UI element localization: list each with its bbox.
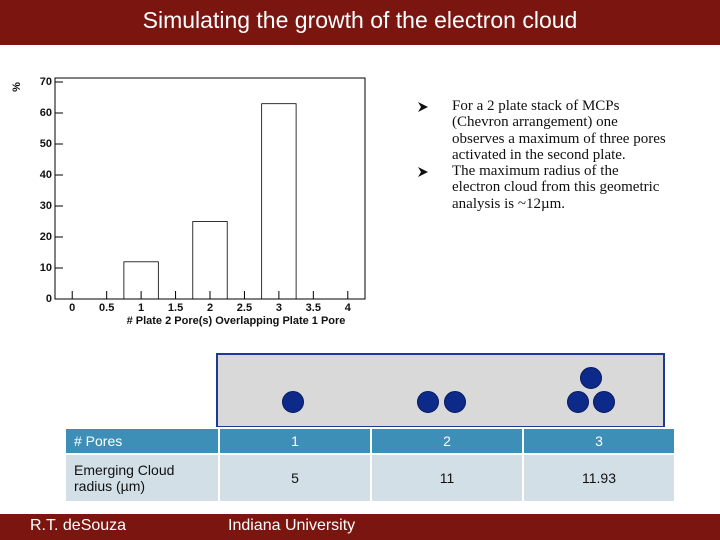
footer-author: R.T. deSouza (30, 517, 127, 534)
footer: R.T. deSouza Indiana University (0, 514, 720, 540)
x-axis-label: # Plate 2 Pore(s) Overlapping Plate 1 Po… (127, 315, 346, 327)
bullet-text: For a 2 plate stack of MCPs (Chevron arr… (452, 98, 666, 163)
y-tick-label: 0 (46, 293, 52, 305)
pore (593, 391, 615, 413)
x-tick-label: 2.5 (237, 302, 252, 314)
table-cell: 1 (218, 427, 372, 455)
pore (417, 391, 439, 413)
y-tick-label: 50 (40, 138, 52, 150)
table-row: Emerging Cloud radius (µm) 5 11 11.93 (64, 453, 676, 503)
header: Simulating the growth of the electron cl… (0, 0, 720, 45)
bullet-list: For a 2 plate stack of MCPs (Chevron arr… (415, 98, 670, 212)
table: # Pores 1 2 3 Emerging Cloud radius (µm)… (64, 427, 676, 503)
bullet-text: The maximum radius of the electron cloud… (452, 163, 660, 212)
bar (261, 103, 297, 300)
x-tick-label: 3 (276, 302, 282, 314)
footer-institution: Indiana University (228, 517, 356, 534)
table-cell: 5 (218, 453, 372, 503)
bullet-arrow (418, 167, 428, 178)
x-tick-label: 1 (138, 302, 144, 314)
bullet: The maximum radius of the electron cloud… (415, 163, 670, 212)
table-cell: Emerging Cloud radius (µm) (64, 453, 220, 503)
y-tick-label: 60 (40, 107, 52, 119)
x-tick-label: 1.5 (168, 302, 183, 314)
y-tick-label: 10 (40, 262, 52, 274)
table-cell: # Pores (64, 427, 220, 455)
pore-diagram (216, 353, 665, 428)
x-tick-label: 3.5 (306, 302, 321, 314)
pore (282, 391, 304, 413)
bullet: For a 2 plate stack of MCPs (Chevron arr… (415, 98, 670, 163)
table-cell: 11 (370, 453, 524, 503)
pore (444, 391, 466, 413)
y-tick-label: 30 (40, 200, 52, 212)
y-axis-label: % (11, 82, 23, 92)
x-tick-label: 0 (69, 302, 75, 314)
table-cell: 11.93 (522, 453, 676, 503)
x-tick-label: 2 (207, 302, 213, 314)
pore (580, 367, 602, 389)
chart-background (8, 70, 370, 332)
y-tick-label: 20 (40, 231, 52, 243)
y-tick-label: 70 (40, 76, 52, 88)
chart: % # Plate 2 Pore(s) Overlapping Plate 1 … (8, 70, 370, 332)
x-tick-label: 4 (345, 302, 352, 314)
table-cell: 2 (370, 427, 524, 455)
y-tick-label: 40 (40, 169, 52, 181)
x-tick-label: 0.5 (99, 302, 114, 314)
pore (567, 391, 589, 413)
bullet-arrow (418, 102, 428, 112)
bar (123, 261, 159, 300)
bar (192, 221, 228, 300)
table-row: # Pores 1 2 3 (64, 427, 676, 455)
table-cell: 3 (522, 427, 676, 455)
